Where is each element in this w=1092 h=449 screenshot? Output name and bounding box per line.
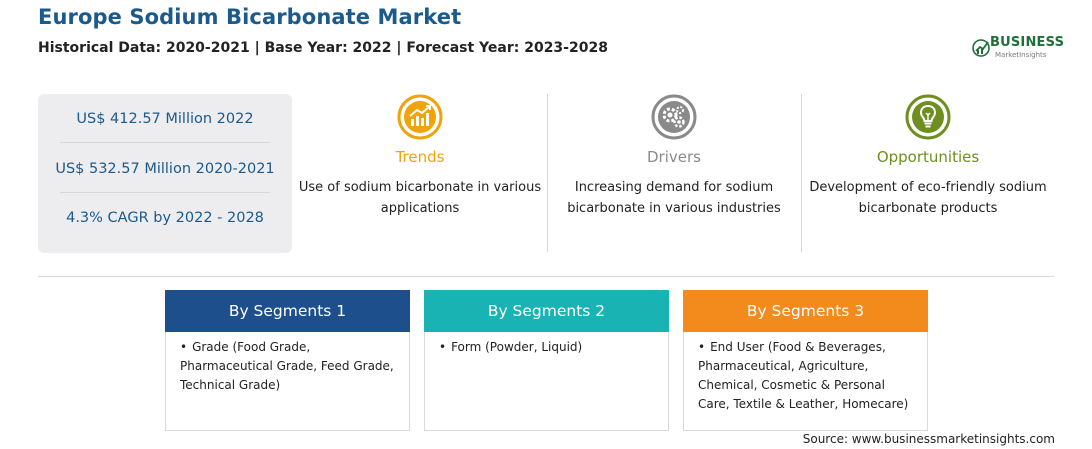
bullet-icon: • (180, 340, 188, 354)
stat-market-size-2022: US$ 412.57 Million 2022 (76, 111, 254, 127)
segment-item-text: Grade (Food Grade, Pharmaceutical Grade,… (180, 340, 394, 392)
stats-divider (60, 142, 270, 143)
market-stats-panel: US$ 412.57 Million 2022 US$ 532.57 Milli… (38, 94, 292, 253)
feature-description: Development of eco-friendly sodium bicar… (809, 180, 1047, 216)
lightbulb-icon (905, 94, 951, 140)
segment-list-item: • Grade (Food Grade, Pharmaceutical Grade… (180, 338, 402, 395)
trend-chart-icon (397, 94, 443, 140)
segment-card-2: By Segments 2 • Form (Powder, Liquid) (424, 290, 669, 431)
segment-header: By Segments 2 (424, 290, 669, 332)
bullet-icon: • (698, 340, 706, 354)
bullet-icon: • (439, 340, 447, 354)
stats-divider (60, 192, 270, 193)
segment-header: By Segments 3 (683, 290, 928, 332)
gears-icon (651, 94, 697, 140)
segment-list-item: • End User (Food & Beverages, Pharmaceuti… (698, 338, 920, 414)
segment-card-3: By Segments 3 • End User (Food & Beverage… (683, 290, 928, 431)
page-title: Europe Sodium Bicarbonate Market (38, 5, 462, 29)
stat-cagr: 4.3% CAGR by 2022 - 2028 (66, 210, 264, 226)
segment-item-text: Form (Powder, Liquid) (451, 340, 583, 354)
page-subtitle: Historical Data: 2020-2021 | Base Year: … (38, 40, 608, 56)
section-divider (38, 276, 1054, 277)
segment-item-text: End User (Food & Beverages, Pharmaceutic… (698, 340, 909, 411)
feature-title: Trends (395, 148, 445, 166)
source-credit: Source: www.businessmarketinsights.com (802, 432, 1055, 446)
company-logo: BUSINESS MarketInsights (972, 35, 1065, 61)
segment-card-1: By Segments 1 • Grade (Food Grade, Pharma… (165, 290, 410, 431)
feature-description: Increasing demand for sodium bicarbonate… (567, 180, 781, 216)
segment-header: By Segments 1 (165, 290, 410, 332)
logo-globe-icon (972, 39, 990, 57)
feature-title: Opportunities (876, 148, 980, 166)
column-divider (547, 94, 548, 252)
stat-market-size-historical: US$ 532.57 Million 2020-2021 (55, 161, 275, 177)
feature-title: Drivers (647, 148, 701, 166)
column-divider (801, 94, 802, 252)
feature-description: Use of sodium bicarbonate in various app… (298, 180, 542, 216)
logo-tagline: MarketInsights (995, 51, 1047, 59)
logo-name: BUSINESS (990, 35, 1065, 50)
segment-list-item: • Form (Powder, Liquid) (439, 338, 661, 357)
